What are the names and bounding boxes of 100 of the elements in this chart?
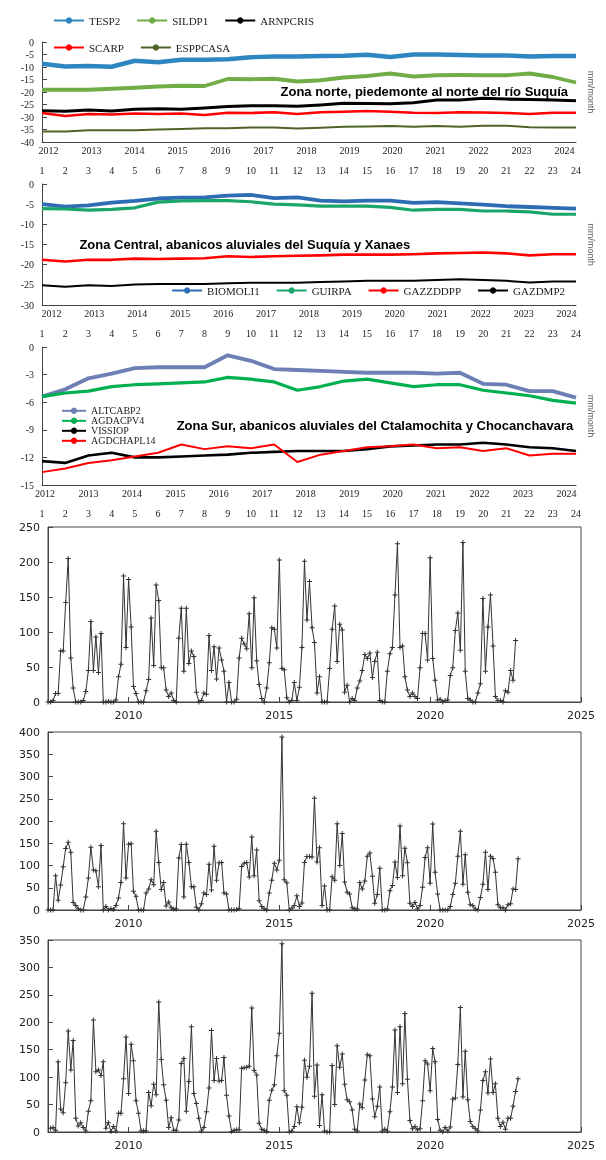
y-tick-label: -20 — [20, 259, 34, 271]
x-tick-label: 2020 — [416, 917, 445, 930]
annotation: Zona Central, abanicos aluviales del Suquía y Xanaes — [79, 237, 411, 252]
legend-label: GAZZDDPP — [403, 284, 462, 297]
x2-tick-label: 2021 — [427, 307, 448, 319]
y-tick-label: -5 — [25, 49, 34, 60]
x-tick-label: 12 — [292, 327, 303, 339]
x-tick-label: 3 — [85, 327, 91, 339]
annotation: Zona Sur, abanicos aluviales del Ctalamochita y Chocanchavara — [176, 418, 575, 434]
legend-label: ESPPCASA — [175, 41, 231, 54]
x2-tick-label: 2015 — [165, 487, 186, 499]
x-tick-label: 5 — [132, 507, 138, 519]
x-tick-label: 5 — [132, 164, 138, 176]
y-tick-label: 350 — [19, 747, 40, 761]
y-tick-label: 400 — [19, 725, 40, 739]
y-tick-label: -15 — [20, 239, 34, 250]
x2-tick-label: 2019 — [341, 307, 362, 319]
y-tick-label: -12 — [20, 451, 34, 463]
x-tick-label: 15 — [362, 507, 373, 519]
x-tick-label: 12 — [292, 507, 303, 519]
y-tick-label: 350 — [19, 933, 40, 947]
x-tick-label: 13 — [315, 507, 326, 519]
y-tick-label: -10 — [20, 218, 34, 230]
y-tick-label: 150 — [19, 590, 40, 604]
x2-tick-label: 2020 — [382, 144, 403, 156]
x2-tick-label: 2024 — [556, 307, 577, 319]
x-tick-label: 14 — [338, 164, 349, 176]
y-tick-label: 200 — [19, 555, 40, 569]
y-tick-label: -9 — [25, 424, 34, 436]
y-tick-label: -15 — [20, 74, 34, 85]
legend-label: BIOMOLI1 — [207, 284, 260, 297]
x-tick-label: 4 — [109, 164, 115, 176]
x-tick-label: 3 — [85, 507, 91, 519]
x2-tick-label: 2012 — [38, 144, 59, 156]
x-tick-label: 1 — [39, 164, 45, 176]
x-tick-label: 4 — [109, 507, 115, 519]
x2-tick-label: 2017 — [252, 487, 273, 499]
y-tick-label: 150 — [19, 836, 40, 850]
legend-label: AGDCHAPL14 — [91, 435, 156, 447]
line-series — [40, 198, 578, 216]
y-tick-label: 100 — [19, 625, 40, 639]
x2-tick-label: 2021 — [425, 144, 446, 156]
x-tick-label: 14 — [338, 507, 349, 519]
x-tick-label: 19 — [454, 164, 465, 176]
legend-label: ARNPCRIS — [260, 14, 315, 27]
y-tick-label: -30 — [20, 299, 34, 311]
x-tick-label: 11 — [269, 327, 279, 339]
legend-label: SCARP — [89, 41, 124, 54]
x-tick-label: 24 — [571, 507, 581, 519]
y-tick-label: -25 — [20, 279, 34, 291]
y-tick-label: 0 — [33, 695, 40, 709]
x2-tick-label: 2018 — [299, 307, 319, 319]
line-series — [41, 443, 577, 474]
legend-label: TESP2 — [89, 14, 121, 27]
x-tick-label: 22 — [524, 327, 535, 339]
x-tick-label: 23 — [547, 164, 558, 176]
x2-tick-label: 2012 — [35, 487, 56, 499]
x-tick-label: 23 — [547, 327, 558, 339]
x2-tick-label: 2016 — [208, 487, 229, 499]
x2-tick-label: 2019 — [339, 487, 360, 499]
x-tick-label: 10 — [245, 327, 256, 339]
y-tick-label: 150 — [19, 1043, 40, 1057]
x2-tick-label: 2016 — [213, 307, 234, 319]
x-tick-label: 21 — [501, 164, 512, 176]
x-tick-label: 20 — [478, 164, 489, 176]
x-tick-label: 2 — [62, 507, 68, 519]
x-tick-label: 7 — [178, 507, 184, 519]
y-tick-label: 50 — [26, 1098, 40, 1112]
x-tick-label: 2015 — [265, 917, 294, 930]
x2-tick-label: 2020 — [382, 487, 403, 499]
x-tick-label: 2015 — [265, 1139, 294, 1152]
y-tick-label: 200 — [19, 814, 40, 828]
x-tick-label: 17 — [408, 507, 419, 519]
x2-tick-label: 2019 — [339, 144, 360, 156]
x-tick-label: 5 — [132, 327, 138, 339]
y-tick-label: -5 — [25, 198, 34, 210]
line-series — [40, 192, 578, 211]
y-tick-label: 100 — [19, 859, 40, 872]
y-tick-label: -15 — [20, 479, 34, 491]
x-tick-label: 6 — [155, 507, 161, 519]
y-tick-label: -35 — [20, 124, 34, 135]
x-tick-label: 2025 — [567, 709, 595, 722]
x-tick-label: 15 — [362, 164, 373, 176]
x2-tick-label: 2018 — [295, 487, 316, 499]
x2-tick-label: 2020 — [384, 307, 405, 319]
x-tick-label: 16 — [385, 164, 396, 176]
y-tick-label: -40 — [20, 136, 34, 148]
y-tick-label: 100 — [19, 1070, 40, 1084]
legend-label: ALTCABP2 — [91, 405, 141, 417]
x2-tick-label: 2015 — [167, 144, 188, 156]
x-tick-label: 2025 — [567, 917, 595, 930]
y-tick-label: -30 — [20, 111, 34, 123]
x-tick-label: 18 — [431, 164, 442, 176]
y-axis-title: mm/month — [586, 223, 596, 266]
line-series — [39, 52, 579, 69]
x2-tick-label: 2022 — [469, 487, 490, 499]
x-tick-label: 2015 — [265, 709, 294, 722]
y-tick-label: 0 — [33, 1125, 40, 1139]
x-tick-label: 18 — [431, 507, 442, 519]
x-tick-label: 9 — [225, 507, 231, 519]
